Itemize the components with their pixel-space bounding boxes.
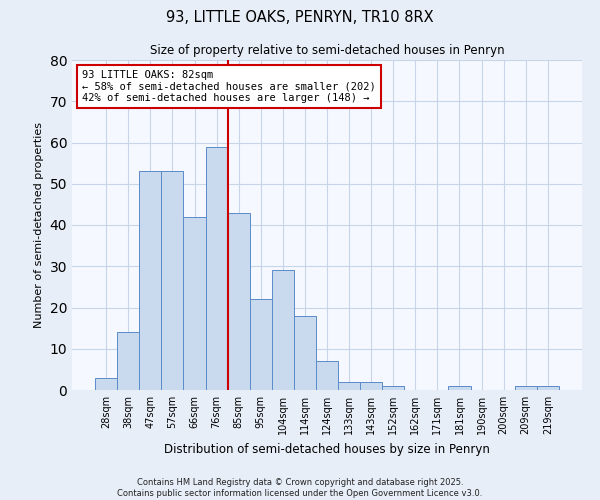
Bar xyxy=(95,378,117,390)
X-axis label: Distribution of semi-detached houses by size in Penryn: Distribution of semi-detached houses by … xyxy=(164,442,490,456)
Bar xyxy=(515,386,537,390)
Bar xyxy=(294,316,316,390)
Bar xyxy=(250,299,272,390)
Bar xyxy=(316,361,338,390)
Bar xyxy=(272,270,294,390)
Bar xyxy=(227,212,250,390)
Bar xyxy=(537,386,559,390)
Bar xyxy=(117,332,139,390)
Text: Contains HM Land Registry data © Crown copyright and database right 2025.
Contai: Contains HM Land Registry data © Crown c… xyxy=(118,478,482,498)
Bar xyxy=(184,217,206,390)
Bar xyxy=(382,386,404,390)
Bar xyxy=(139,172,161,390)
Bar xyxy=(338,382,360,390)
Title: Size of property relative to semi-detached houses in Penryn: Size of property relative to semi-detach… xyxy=(149,44,505,58)
Bar xyxy=(448,386,470,390)
Bar xyxy=(161,172,184,390)
Bar xyxy=(206,146,227,390)
Y-axis label: Number of semi-detached properties: Number of semi-detached properties xyxy=(34,122,44,328)
Bar xyxy=(360,382,382,390)
Text: 93 LITTLE OAKS: 82sqm
← 58% of semi-detached houses are smaller (202)
42% of sem: 93 LITTLE OAKS: 82sqm ← 58% of semi-deta… xyxy=(82,70,376,103)
Text: 93, LITTLE OAKS, PENRYN, TR10 8RX: 93, LITTLE OAKS, PENRYN, TR10 8RX xyxy=(166,10,434,25)
